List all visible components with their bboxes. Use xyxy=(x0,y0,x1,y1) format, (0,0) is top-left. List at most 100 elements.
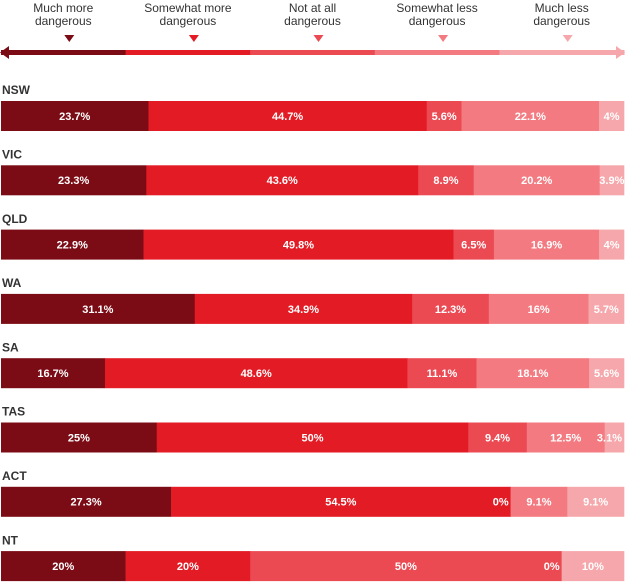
data-label: 34.9% xyxy=(288,304,319,316)
bar-segment xyxy=(567,486,625,517)
data-label: 12.3% xyxy=(435,304,466,316)
bar-segment xyxy=(1,229,144,260)
data-label: 0% xyxy=(493,497,509,509)
bar-segment xyxy=(125,551,251,582)
bar-segment xyxy=(156,422,469,453)
data-label: 54.5% xyxy=(325,497,356,509)
data-label: 5.6% xyxy=(432,111,457,123)
legend-marker xyxy=(562,35,573,42)
data-label: 9.4% xyxy=(485,432,510,444)
bar-segment xyxy=(1,551,126,582)
category-label: SA xyxy=(2,340,19,354)
bar-segment xyxy=(488,293,589,324)
category-label: NT xyxy=(2,533,19,547)
legend-marker xyxy=(313,35,324,42)
data-label: 10% xyxy=(582,561,604,573)
bar-segment xyxy=(171,486,511,517)
category-label: NSW xyxy=(2,83,31,97)
data-label: 18.1% xyxy=(517,368,548,380)
legend-arrow-left xyxy=(0,46,9,59)
data-label: 43.6% xyxy=(267,175,298,187)
bar-segment xyxy=(1,486,172,517)
category-label: QLD xyxy=(2,212,28,226)
bar-segment xyxy=(143,229,454,260)
data-label: 25% xyxy=(68,432,90,444)
data-label: 4% xyxy=(604,240,620,252)
legend-band-segment xyxy=(499,50,625,55)
data-label: 20.2% xyxy=(521,175,552,187)
data-label: 20% xyxy=(177,561,199,573)
bar-segment xyxy=(561,551,625,582)
legend-label: Somewhat less dangerous xyxy=(396,1,478,28)
bar-segment xyxy=(418,165,475,196)
bar-segment xyxy=(473,165,600,196)
bar-segment xyxy=(426,101,462,131)
legend-marker xyxy=(64,35,75,42)
data-label: 6.5% xyxy=(461,240,486,252)
legend-arrow-right xyxy=(616,46,625,59)
bar-segment xyxy=(468,422,528,453)
legend-band-segment xyxy=(250,50,376,55)
data-label: 3.1% xyxy=(597,432,622,444)
bar-segment xyxy=(599,101,625,131)
data-label: 12.5% xyxy=(550,432,581,444)
legend-marker xyxy=(438,35,449,42)
data-label: 5.7% xyxy=(594,304,619,316)
data-label: 11.1% xyxy=(427,368,458,380)
legend-band-segment xyxy=(125,50,251,55)
data-label: 50% xyxy=(301,432,323,444)
data-label: 9.1% xyxy=(526,497,551,509)
bar-segment xyxy=(599,229,625,260)
category-label: ACT xyxy=(2,469,27,483)
data-label: 5.6% xyxy=(594,368,619,380)
data-label: 0% xyxy=(544,561,560,573)
data-label: 4% xyxy=(604,111,620,123)
bar-segment xyxy=(412,293,490,324)
legend-band-segment xyxy=(374,50,500,55)
data-label: 20% xyxy=(52,561,74,573)
bar-segment xyxy=(1,101,149,131)
bar-segment xyxy=(104,358,408,389)
legend-label: Somewhat more dangerous xyxy=(144,1,232,28)
data-label: 48.6% xyxy=(241,368,272,380)
legend-label: Much less dangerous xyxy=(533,1,591,28)
bar-segment xyxy=(526,422,605,453)
legend-label: Not at all dangerous xyxy=(284,1,341,28)
bar-segment xyxy=(1,358,106,389)
data-label: 16.9% xyxy=(531,240,562,252)
data-label: 23.3% xyxy=(58,175,89,187)
bar-segment xyxy=(407,358,477,389)
bar-segment xyxy=(194,293,413,324)
bar-segment xyxy=(250,551,562,582)
bar-segment xyxy=(510,486,568,517)
bar-segment xyxy=(146,165,419,196)
bar-segment xyxy=(589,358,625,389)
bar-segment xyxy=(476,358,590,389)
data-label: 23.7% xyxy=(59,111,90,123)
data-label: 22.9% xyxy=(57,240,88,252)
bar-segment xyxy=(461,101,600,131)
bar-segment xyxy=(604,422,625,453)
data-label: 49.8% xyxy=(283,240,314,252)
bar-segment xyxy=(493,229,600,260)
data-label: 44.7% xyxy=(272,111,303,123)
bar-segment xyxy=(453,229,495,260)
data-label: 50% xyxy=(395,561,417,573)
category-label: VIC xyxy=(2,147,22,161)
legend-band-segment xyxy=(1,50,127,55)
category-label: TAS xyxy=(2,405,25,419)
legend-label: Much more dangerous xyxy=(33,1,94,28)
bar-segment xyxy=(588,293,625,324)
data-label: 31.1% xyxy=(82,304,113,316)
data-label: 27.3% xyxy=(70,497,101,509)
bar-segment xyxy=(148,101,428,131)
data-label: 3.9% xyxy=(599,175,624,187)
data-label: 8.9% xyxy=(433,175,458,187)
bar-segment xyxy=(1,422,158,453)
bar-segment xyxy=(1,165,147,196)
bar-segment xyxy=(599,165,625,196)
data-label: 16% xyxy=(528,304,550,316)
legend-marker xyxy=(188,35,199,42)
data-label: 9.1% xyxy=(583,497,608,509)
